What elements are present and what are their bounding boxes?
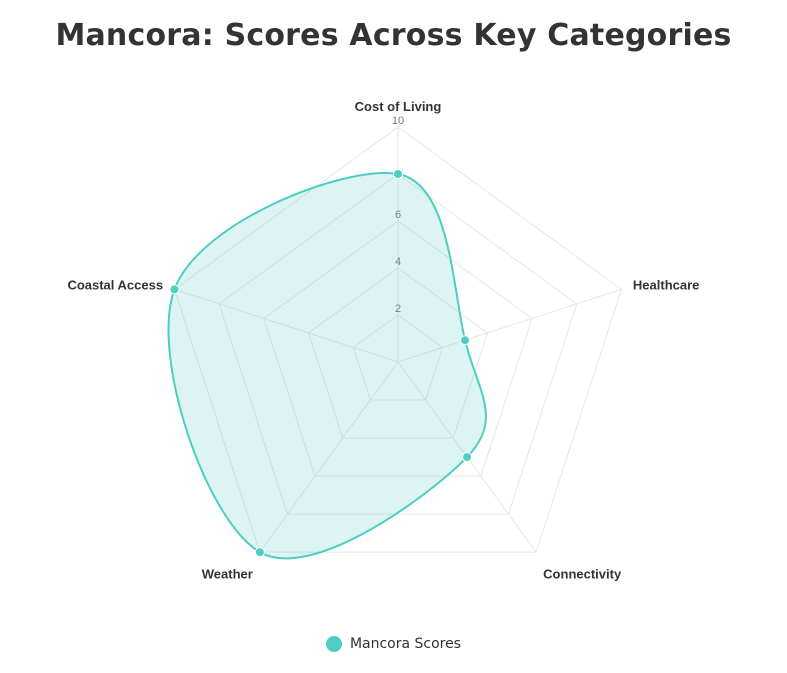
grid-ring	[308, 267, 488, 439]
axis-label-connectivity: Connectivity	[543, 567, 622, 582]
grid-ring	[218, 173, 578, 515]
legend-label: Mancora Scores	[349, 636, 462, 652]
grid-ring	[173, 126, 623, 553]
legend-swatch	[325, 636, 342, 652]
tick-label: 6	[395, 209, 401, 221]
axis-label-healthcare: Healthcare	[633, 278, 699, 293]
axis-label-cost-of-living: Cost of Living	[355, 99, 442, 114]
grid-spoke	[174, 288, 399, 363]
grid-ring	[352, 314, 444, 401]
radar-ticks: 2 4 6 10	[392, 115, 404, 315]
series-area-mancora-scores	[167, 172, 487, 560]
radar-series	[167, 169, 487, 560]
legend[interactable]: Mancora Scores	[0, 636, 787, 652]
axis-label-coastal-access: Coastal Access	[67, 278, 163, 293]
radar-grid	[173, 126, 623, 553]
tick-label: 2	[395, 303, 401, 315]
data-point-connectivity[interactable]	[462, 452, 473, 463]
tick-label: 10	[392, 115, 404, 127]
axis-label-weather: Weather	[202, 567, 253, 582]
grid-spoke	[397, 288, 622, 363]
data-point-cost-of-living[interactable]	[393, 169, 403, 179]
radar-axis-labels: Cost of Living Healthcare Connectivity Weat…	[67, 99, 699, 582]
grid-ring	[263, 220, 533, 477]
data-point-coastal-access[interactable]	[169, 284, 180, 295]
data-point-weather[interactable]	[254, 547, 265, 558]
data-point-healthcare[interactable]	[460, 335, 471, 346]
chart-title: Mancora: Scores Across Key Categories	[55, 18, 732, 53]
tick-label: 4	[395, 256, 401, 268]
grid-spoke	[259, 361, 399, 553]
